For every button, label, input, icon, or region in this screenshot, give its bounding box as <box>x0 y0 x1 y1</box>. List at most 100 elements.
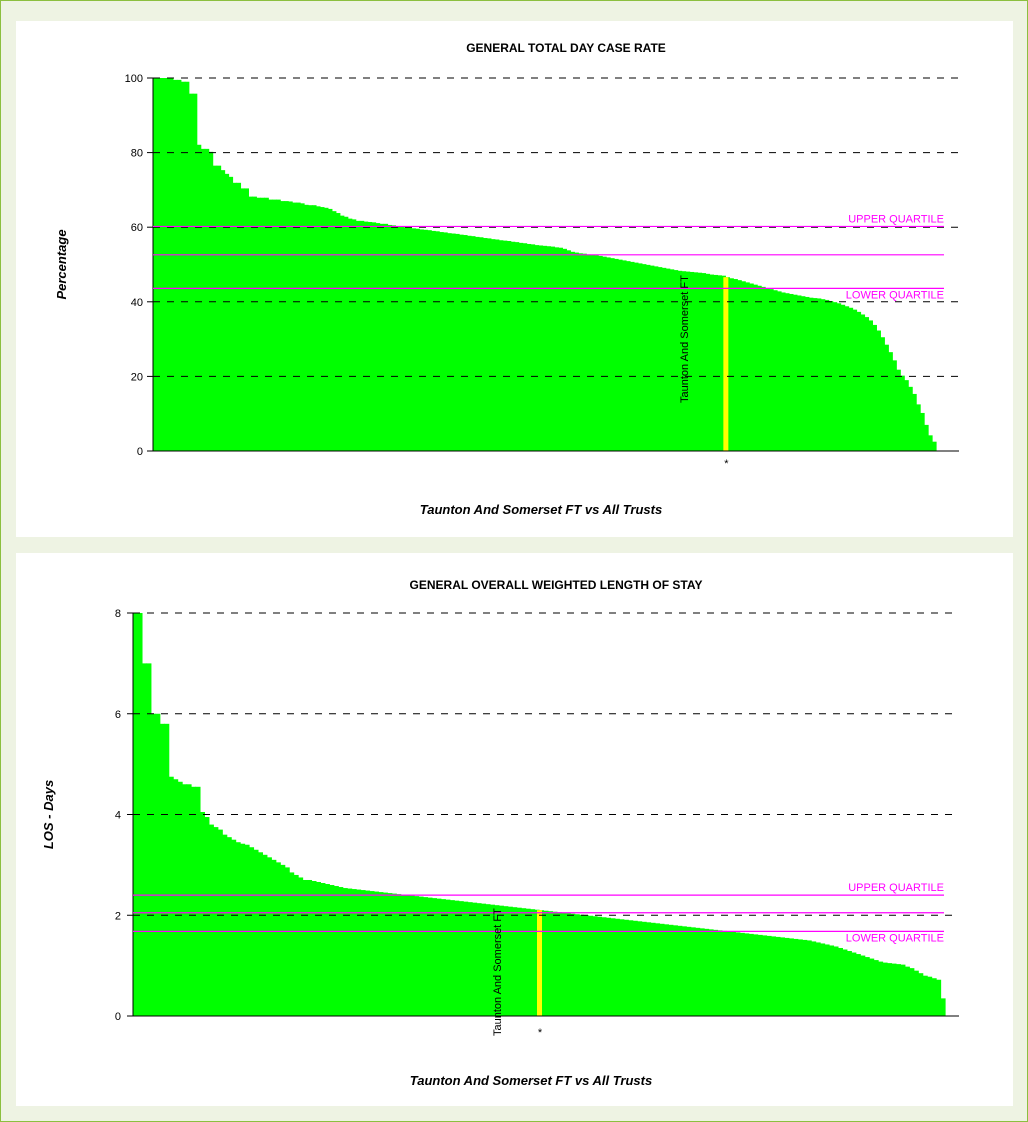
bar <box>837 947 843 1016</box>
bar <box>820 943 826 1016</box>
bar <box>552 911 558 1016</box>
bar <box>320 883 326 1016</box>
bar <box>244 844 250 1016</box>
bar <box>399 226 404 451</box>
bar <box>327 208 333 451</box>
bar <box>296 202 301 451</box>
bar <box>739 932 745 1016</box>
bar <box>623 919 629 1016</box>
bar <box>583 915 589 1016</box>
bar <box>808 297 814 451</box>
bar <box>182 784 188 1016</box>
bar <box>503 906 509 1016</box>
bar <box>556 912 562 1016</box>
bar <box>864 957 870 1016</box>
bar <box>538 245 544 451</box>
bar <box>777 291 782 451</box>
bar <box>351 219 357 451</box>
bar <box>311 881 317 1016</box>
bar <box>199 811 205 1016</box>
bar <box>339 215 345 451</box>
bar <box>224 173 230 452</box>
bar <box>333 886 339 1016</box>
bar <box>427 230 432 451</box>
bar <box>685 271 691 451</box>
bar <box>367 221 373 451</box>
bar <box>146 663 152 1017</box>
bar <box>868 320 873 451</box>
bar <box>525 908 531 1016</box>
bar <box>276 199 281 451</box>
bar <box>212 165 218 451</box>
bar <box>761 286 766 451</box>
bar <box>869 958 875 1016</box>
bar <box>681 926 687 1016</box>
bar <box>592 916 598 1016</box>
bar <box>447 233 452 451</box>
bar <box>204 817 210 1016</box>
bar <box>256 197 261 451</box>
bar <box>669 269 675 451</box>
bar <box>792 294 798 451</box>
bar <box>745 282 750 451</box>
bar <box>802 939 808 1016</box>
bar <box>570 913 576 1016</box>
y-tick-label: 6 <box>115 709 121 721</box>
bar <box>168 776 174 1016</box>
chart-panel-length-of-stay: GENERAL OVERALL WEIGHTED LENGTH OF STAY 0… <box>16 553 1013 1106</box>
bar <box>860 314 866 451</box>
bar <box>748 933 754 1016</box>
bar <box>240 843 246 1016</box>
bar <box>672 925 678 1016</box>
bar <box>762 935 768 1016</box>
bar <box>443 232 448 451</box>
bar <box>272 199 277 451</box>
bar <box>324 884 330 1016</box>
bar <box>916 404 921 452</box>
bar <box>844 306 850 451</box>
bar <box>262 854 268 1016</box>
bar <box>226 837 232 1016</box>
bar <box>431 898 437 1016</box>
bar <box>383 223 389 451</box>
bar <box>315 882 321 1016</box>
y-axis-label: Percentage <box>54 229 69 299</box>
highlight-marker: * <box>724 458 729 470</box>
bar <box>659 923 665 1016</box>
bar <box>431 230 436 451</box>
bar <box>788 938 794 1016</box>
bar <box>414 896 420 1016</box>
y-tick-label: 0 <box>115 1011 121 1023</box>
bar <box>510 241 516 451</box>
bar <box>649 265 655 451</box>
bar <box>932 441 937 451</box>
bar <box>744 933 750 1016</box>
bar <box>356 889 362 1016</box>
bar <box>887 963 893 1016</box>
bar <box>610 258 615 451</box>
bar <box>494 239 500 451</box>
bar <box>355 220 361 451</box>
bar <box>574 914 580 1016</box>
bar <box>704 928 710 1016</box>
bar <box>351 889 357 1016</box>
bar <box>851 952 857 1016</box>
bar <box>319 207 325 451</box>
bar <box>713 929 719 1016</box>
bar <box>705 273 711 451</box>
bar <box>766 935 772 1016</box>
bar <box>466 235 472 451</box>
bar <box>882 962 888 1016</box>
bar <box>463 235 468 451</box>
bar <box>558 247 563 451</box>
bar <box>371 222 377 451</box>
bar <box>931 978 937 1016</box>
bar <box>222 834 228 1016</box>
bar <box>543 910 549 1016</box>
bar <box>628 920 634 1016</box>
bar <box>892 360 897 451</box>
bar <box>840 304 846 451</box>
y-tick-label: 60 <box>131 222 143 234</box>
bar <box>427 897 433 1016</box>
bar <box>940 998 946 1016</box>
